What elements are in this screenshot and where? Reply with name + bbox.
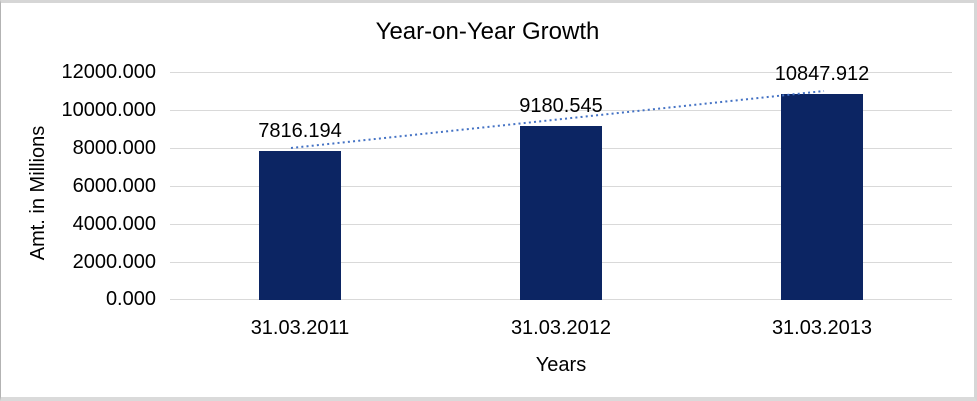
y-tick-label: 0.000 [105,288,156,310]
x-tick-label: 31.03.2013 [771,317,873,339]
bar [781,94,863,300]
y-tick-label: 2000.000 [72,251,156,273]
y-tick-label: 6000.000 [72,175,156,197]
bar-value-label: 9180.545 [519,95,603,117]
x-axis-title: Years [535,354,587,376]
gridline [170,72,952,73]
bar [520,126,602,300]
bar-value-label: 7816.194 [258,120,342,142]
chart-title: Year-on-Year Growth [375,18,600,45]
y-tick-label: 12000.000 [61,61,156,83]
y-tick-label: 10000.000 [61,99,156,121]
bar [259,151,341,300]
y-tick-label: 4000.000 [72,213,156,235]
plot-area: 7816.194 31.03.2011 9180.545 31.03.2012 1084… [170,63,952,339]
x-tick-label: 31.03.2011 [250,317,350,339]
bar-value-label: 10847.912 [774,63,870,85]
x-tick-label: 31.03.2012 [510,317,612,339]
y-tick-label: 8000.000 [72,137,156,159]
